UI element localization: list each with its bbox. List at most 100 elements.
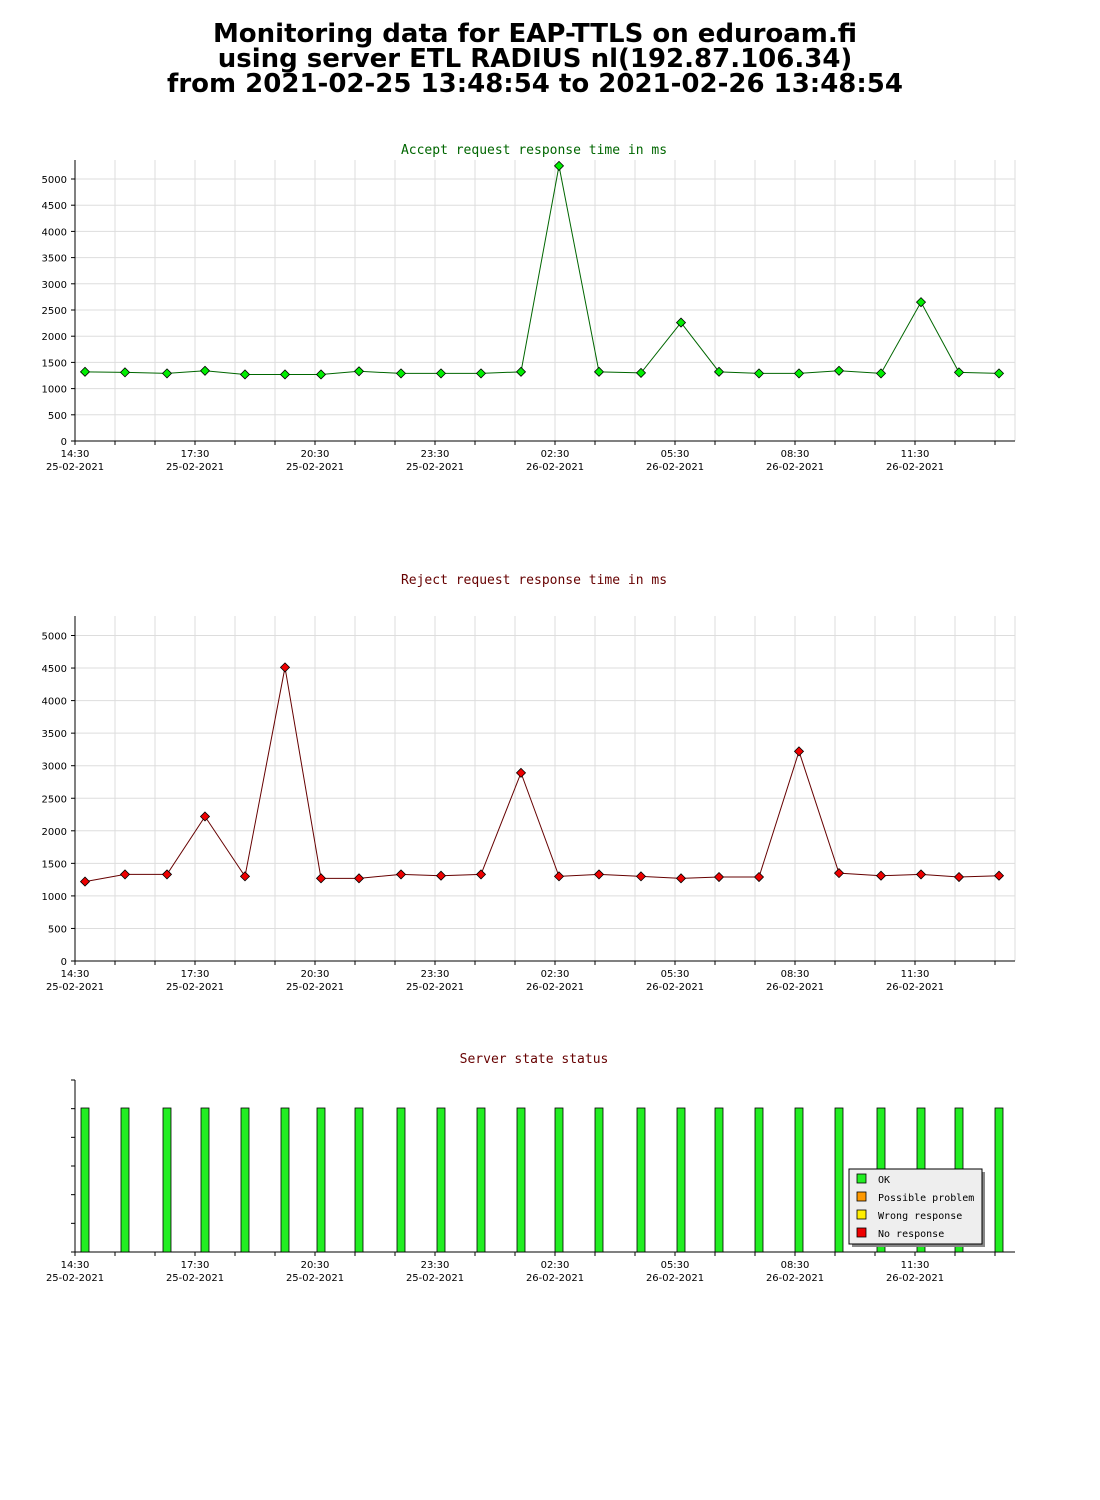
y-tick-label: 1500 xyxy=(42,358,67,369)
status-bar xyxy=(794,1107,804,1253)
status-bar xyxy=(834,1107,844,1253)
data-point xyxy=(753,368,765,379)
data-point xyxy=(119,367,131,378)
x-tick-label-time: 08:30 xyxy=(781,969,810,980)
x-tick-label-time: 05:30 xyxy=(661,969,690,980)
status-bar xyxy=(754,1107,764,1253)
y-tick-label: 4500 xyxy=(42,664,67,675)
status-bar xyxy=(200,1107,210,1253)
chart-title: Server state status xyxy=(460,1052,609,1067)
data-point xyxy=(395,368,407,379)
data-point xyxy=(915,297,927,308)
status-bar xyxy=(280,1107,290,1253)
data-point xyxy=(475,869,487,880)
data-point xyxy=(593,869,605,880)
x-tick-label-date: 25-02-2021 xyxy=(406,462,464,473)
status-bar xyxy=(354,1107,364,1253)
y-tick-label: 2500 xyxy=(42,306,67,317)
y-tick-label: 2000 xyxy=(42,332,67,343)
status-bar xyxy=(436,1107,446,1253)
data-point xyxy=(353,366,365,377)
status-bar xyxy=(714,1107,724,1253)
legend-swatch xyxy=(856,1191,867,1202)
x-tick-label-time: 17:30 xyxy=(181,1260,210,1271)
data-point xyxy=(515,366,527,377)
x-tick-label-date: 25-02-2021 xyxy=(166,462,224,473)
x-tick-label-date: 26-02-2021 xyxy=(766,982,824,993)
x-tick-label-date: 26-02-2021 xyxy=(646,462,704,473)
y-tick-label: 4000 xyxy=(42,697,67,708)
data-point xyxy=(553,871,565,882)
data-point xyxy=(635,871,647,882)
data-point xyxy=(279,662,291,673)
y-tick-label: 2500 xyxy=(42,794,67,805)
series-line xyxy=(84,165,1000,375)
y-tick-label: 3000 xyxy=(42,762,67,773)
data-point xyxy=(315,369,327,380)
y-tick-label: 3500 xyxy=(42,729,67,740)
data-point xyxy=(353,873,365,884)
legend-box xyxy=(848,1168,983,1245)
y-tick-label: 500 xyxy=(48,924,67,935)
legend-label: No response xyxy=(878,1229,944,1240)
data-point xyxy=(635,367,647,378)
x-tick-label-date: 26-02-2021 xyxy=(646,982,704,993)
x-tick-label-time: 05:30 xyxy=(661,449,690,460)
data-point xyxy=(199,365,211,376)
data-point xyxy=(199,811,211,822)
x-tick-label-time: 23:30 xyxy=(421,1260,450,1271)
data-point xyxy=(953,367,965,378)
status-bar xyxy=(994,1107,1004,1253)
page-title: Monitoring data for EAP-TTLS on eduroam.… xyxy=(0,19,1070,97)
data-point xyxy=(161,869,173,880)
data-point xyxy=(953,871,965,883)
legend-label: Possible problem xyxy=(878,1193,974,1204)
status-bar xyxy=(396,1107,406,1253)
x-tick-label-time: 05:30 xyxy=(661,1260,690,1271)
data-point xyxy=(793,746,805,757)
data-point xyxy=(993,870,1005,881)
page-title-line-1: Monitoring data for EAP-TTLS on eduroam.… xyxy=(212,19,858,49)
x-tick-label-time: 20:30 xyxy=(301,969,330,980)
x-tick-label-time: 11:30 xyxy=(901,969,930,980)
x-tick-label-date: 26-02-2021 xyxy=(646,1273,704,1284)
y-tick-label: 1500 xyxy=(42,859,67,870)
x-tick-label-date: 25-02-2021 xyxy=(46,982,104,993)
x-tick-label-date: 25-02-2021 xyxy=(166,982,224,993)
series-line xyxy=(84,667,1000,883)
x-tick-label-time: 14:30 xyxy=(61,969,90,980)
x-tick-label-date: 25-02-2021 xyxy=(286,982,344,993)
x-tick-label-date: 25-02-2021 xyxy=(406,1273,464,1284)
x-tick-label-date: 25-02-2021 xyxy=(286,462,344,473)
data-point xyxy=(793,368,805,379)
data-point xyxy=(553,160,565,171)
data-point xyxy=(915,869,927,880)
x-tick-label-date: 25-02-2021 xyxy=(166,1273,224,1284)
x-tick-label-date: 26-02-2021 xyxy=(886,1273,944,1284)
x-tick-label-date: 26-02-2021 xyxy=(886,982,944,993)
x-tick-label-time: 20:30 xyxy=(301,449,330,460)
x-tick-label-time: 08:30 xyxy=(781,449,810,460)
x-tick-label-date: 26-02-2021 xyxy=(526,462,584,473)
data-point xyxy=(475,368,487,379)
y-tick-label: 500 xyxy=(48,411,67,422)
data-point xyxy=(279,369,291,380)
data-point xyxy=(833,868,845,879)
y-tick-label: 1000 xyxy=(42,892,67,903)
data-point xyxy=(833,365,845,376)
y-tick-label: 0 xyxy=(61,957,67,968)
data-point xyxy=(435,368,447,379)
status-bar xyxy=(636,1107,646,1253)
data-point xyxy=(675,317,687,328)
status-bar xyxy=(316,1107,326,1253)
page-title-line-2: using server ETL RADIUS nl(192.87.106.34… xyxy=(217,44,853,74)
y-tick-label: 2000 xyxy=(42,827,67,838)
data-point xyxy=(993,368,1005,379)
x-tick-label-date: 25-02-2021 xyxy=(46,462,104,473)
y-tick-label: 4500 xyxy=(42,201,67,212)
x-tick-label-time: 23:30 xyxy=(421,449,450,460)
legend-label: Wrong response xyxy=(878,1211,962,1222)
data-point xyxy=(515,767,527,778)
status-bar xyxy=(554,1107,564,1253)
